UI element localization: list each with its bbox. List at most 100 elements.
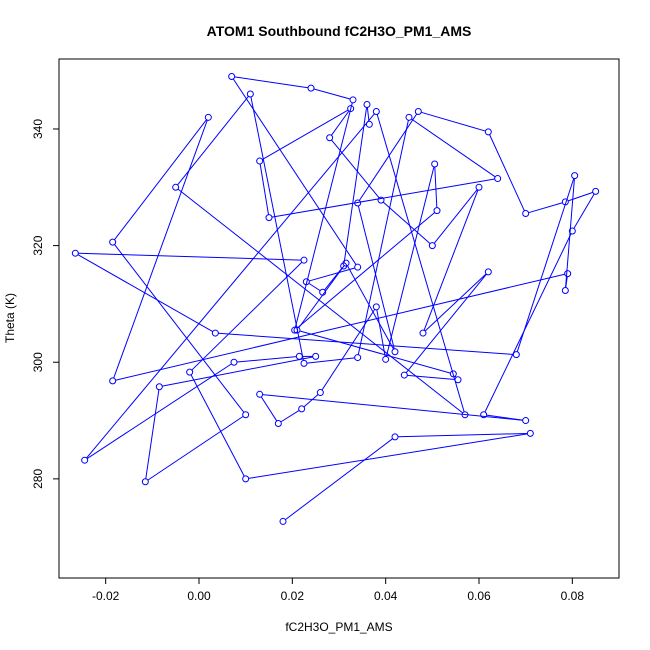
data-point xyxy=(298,405,306,413)
y-tick-label: 300 xyxy=(31,352,45,372)
data-point xyxy=(365,120,373,128)
series-line-segment xyxy=(296,212,436,329)
series-line-segment xyxy=(303,394,319,408)
series-line-segment xyxy=(331,110,350,136)
series-line-segment xyxy=(331,139,380,199)
data-point xyxy=(172,183,180,191)
series-line-segment xyxy=(86,113,375,459)
data-point xyxy=(256,390,264,398)
data-point xyxy=(414,107,422,115)
data-point xyxy=(522,417,530,425)
data-point xyxy=(242,411,250,419)
data-point xyxy=(326,134,334,142)
series-line-segment xyxy=(218,332,514,355)
data-point xyxy=(428,242,436,250)
series-line-segment xyxy=(321,309,376,391)
series-line-segment xyxy=(250,96,304,361)
series-line-segment xyxy=(77,254,213,333)
x-tick-label: 0.00 xyxy=(187,589,211,603)
data-point xyxy=(230,358,238,366)
series-line-segment xyxy=(285,438,393,521)
y-tick-label: 320 xyxy=(31,235,45,255)
data-point xyxy=(561,287,569,295)
series-line-segment xyxy=(565,276,568,288)
series-line-segment xyxy=(299,330,451,374)
series-line-segment xyxy=(259,163,270,215)
data-point xyxy=(141,478,149,486)
series-line-segment xyxy=(234,76,309,89)
plot-frame xyxy=(58,58,620,579)
data-point xyxy=(300,256,308,264)
series-line-segment xyxy=(385,166,435,357)
series-line-segment xyxy=(411,118,496,178)
series-line-segment xyxy=(358,113,418,201)
x-axis-label: fC2H3O_PM1_AMS xyxy=(285,620,392,634)
data-point xyxy=(265,214,273,222)
data-point xyxy=(316,389,324,397)
data-point xyxy=(242,475,250,483)
series-line-segment xyxy=(484,233,572,413)
series-line-segment xyxy=(114,119,207,241)
data-point xyxy=(391,348,399,356)
series-line-segment xyxy=(294,102,353,328)
data-point xyxy=(522,210,530,218)
series-line-segment xyxy=(324,268,343,291)
series-line-segment xyxy=(262,394,523,421)
series-line-segment xyxy=(113,119,208,379)
series-line-segment xyxy=(248,433,528,479)
data-point xyxy=(340,262,348,270)
series-line-segment xyxy=(236,356,297,363)
data-point xyxy=(354,199,362,207)
data-point xyxy=(312,352,320,360)
series-line-segment xyxy=(516,178,575,352)
series-line-segment xyxy=(433,189,478,244)
data-point xyxy=(274,419,282,427)
series-line-segment xyxy=(376,309,386,357)
series-line-segment xyxy=(280,410,300,423)
data-point xyxy=(354,354,362,362)
data-point xyxy=(433,207,441,215)
series-line-segment xyxy=(147,415,244,481)
data-point xyxy=(295,352,303,360)
data-point xyxy=(480,411,488,419)
series-line-segment xyxy=(260,396,278,422)
series-line-segment xyxy=(407,374,456,380)
data-point xyxy=(454,376,462,384)
series-line-segment xyxy=(308,282,321,292)
series-line-segment xyxy=(528,202,563,214)
series-line-segment xyxy=(423,189,479,331)
x-tick-label: 0.08 xyxy=(561,589,585,603)
data-point xyxy=(449,370,457,378)
data-point xyxy=(377,196,385,204)
series-line-segment xyxy=(397,432,528,438)
data-point xyxy=(347,105,355,113)
series-line-segment xyxy=(145,389,160,479)
data-point xyxy=(400,371,408,379)
data-point xyxy=(512,351,520,359)
data-point xyxy=(372,107,380,115)
data-point xyxy=(405,113,413,121)
y-axis-label: Theta (K) xyxy=(3,293,17,343)
series-line-segment xyxy=(489,134,525,212)
data-point xyxy=(291,326,299,334)
data-point xyxy=(391,433,399,441)
data-point xyxy=(319,288,327,296)
data-point xyxy=(228,72,236,80)
x-tick-label: 0.02 xyxy=(281,589,305,603)
data-point xyxy=(568,227,576,235)
data-point xyxy=(349,96,357,104)
series-line-segment xyxy=(262,109,349,160)
series-lines xyxy=(77,76,595,521)
series-line-segment xyxy=(366,107,370,122)
data-point xyxy=(484,128,492,136)
x-tick-label: 0.04 xyxy=(374,589,398,603)
series-line-segment xyxy=(343,107,368,264)
series-line-segment xyxy=(232,78,357,265)
series-line-segment xyxy=(347,265,394,350)
data-point xyxy=(592,187,600,195)
x-axis: -0.02 0.00 0.02 0.04 0.06 0.08 xyxy=(92,577,585,603)
data-point xyxy=(293,326,301,334)
data-point xyxy=(354,263,362,271)
